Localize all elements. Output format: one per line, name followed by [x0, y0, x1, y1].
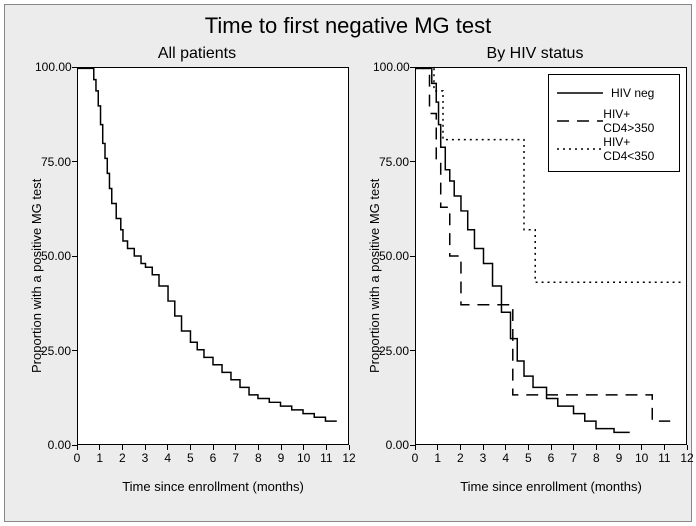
ytick-label: 0.00: [373, 438, 409, 452]
xtick-mark: [505, 445, 506, 450]
ytick-label: 25.00: [35, 344, 71, 358]
xtick-label: 2: [112, 451, 132, 465]
xtick-label: 3: [135, 451, 155, 465]
xtick-mark: [99, 445, 100, 450]
xtick-label: 4: [496, 451, 516, 465]
xtick-label: 1: [428, 451, 448, 465]
ytick-mark: [72, 67, 77, 68]
legend-swatch: [557, 111, 595, 131]
xtick-mark: [349, 445, 350, 450]
panel-title-right: By HIV status: [385, 45, 685, 63]
xtick-label: 10: [294, 451, 314, 465]
ytick-label: 75.00: [35, 155, 71, 169]
xtick-label: 9: [271, 451, 291, 465]
ytick-mark: [410, 350, 415, 351]
xtick-mark: [437, 445, 438, 450]
xtick-label: 5: [518, 451, 538, 465]
xtick-mark: [687, 445, 688, 450]
xtick-mark: [596, 445, 597, 450]
xtick-mark: [145, 445, 146, 450]
ytick-mark: [410, 67, 415, 68]
legend-label: HIV neg: [611, 86, 654, 100]
xtick-mark: [641, 445, 642, 450]
legend-item: HIV+ CD4<350: [557, 137, 671, 161]
panel-title-left: All patients: [47, 45, 347, 63]
xtick-label: 0: [405, 451, 425, 465]
xtick-mark: [619, 445, 620, 450]
xtick-label: 7: [564, 451, 584, 465]
xtick-label: 5: [180, 451, 200, 465]
xtick-mark: [235, 445, 236, 450]
xtick-mark: [573, 445, 574, 450]
legend-label: HIV+ CD4>350: [603, 107, 671, 135]
xtick-mark: [281, 445, 282, 450]
ytick-label: 75.00: [373, 155, 409, 169]
xtick-mark: [415, 445, 416, 450]
xtick-mark: [77, 445, 78, 450]
xtick-mark: [326, 445, 327, 450]
xtick-mark: [483, 445, 484, 450]
xtick-label: 11: [654, 451, 674, 465]
xtick-mark: [551, 445, 552, 450]
ytick-mark: [410, 256, 415, 257]
xtick-mark: [460, 445, 461, 450]
legend-swatch: [557, 83, 603, 103]
ytick-label: 100.00: [35, 60, 71, 74]
legend-item: HIV+ CD4>350: [557, 109, 671, 133]
xlabel-right: Time since enrollment (months): [415, 479, 687, 494]
xtick-label: 7: [226, 451, 246, 465]
ytick-label: 0.00: [35, 438, 71, 452]
xtick-label: 0: [67, 451, 87, 465]
xtick-label: 12: [339, 451, 359, 465]
xlabel-left: Time since enrollment (months): [77, 479, 349, 494]
xtick-label: 10: [632, 451, 652, 465]
xtick-mark: [122, 445, 123, 450]
xtick-label: 9: [609, 451, 629, 465]
xtick-label: 4: [158, 451, 178, 465]
ytick-mark: [410, 161, 415, 162]
legend-item: HIV neg: [557, 81, 671, 105]
xtick-mark: [213, 445, 214, 450]
ytick-label: 50.00: [373, 249, 409, 263]
legend-label: HIV+ CD4<350: [603, 135, 671, 163]
xtick-mark: [303, 445, 304, 450]
xtick-label: 6: [541, 451, 561, 465]
series-all: [78, 68, 337, 421]
xtick-mark: [258, 445, 259, 450]
xtick-label: 3: [473, 451, 493, 465]
xtick-label: 8: [586, 451, 606, 465]
ytick-label: 25.00: [373, 344, 409, 358]
chart-container: Time to first negative MG test All patie…: [4, 4, 692, 522]
xtick-label: 6: [203, 451, 223, 465]
xtick-label: 12: [677, 451, 696, 465]
legend: HIV neg HIV+ CD4>350HIV+ CD4<350: [548, 74, 680, 172]
xtick-mark: [190, 445, 191, 450]
ytick-mark: [72, 161, 77, 162]
legend-swatch: [557, 139, 595, 159]
main-title: Time to first negative MG test: [5, 13, 691, 39]
xtick-mark: [528, 445, 529, 450]
ytick-mark: [72, 350, 77, 351]
ytick-mark: [72, 256, 77, 257]
xtick-label: 1: [90, 451, 110, 465]
ytick-label: 50.00: [35, 249, 71, 263]
xtick-label: 8: [248, 451, 268, 465]
xtick-label: 2: [450, 451, 470, 465]
xtick-mark: [167, 445, 168, 450]
xtick-mark: [664, 445, 665, 450]
plot-right: HIV neg HIV+ CD4>350HIV+ CD4<350: [415, 67, 687, 445]
ytick-label: 100.00: [373, 60, 409, 74]
plot-left: [77, 67, 349, 445]
chart-svg-left: [78, 68, 348, 444]
xtick-label: 11: [316, 451, 336, 465]
